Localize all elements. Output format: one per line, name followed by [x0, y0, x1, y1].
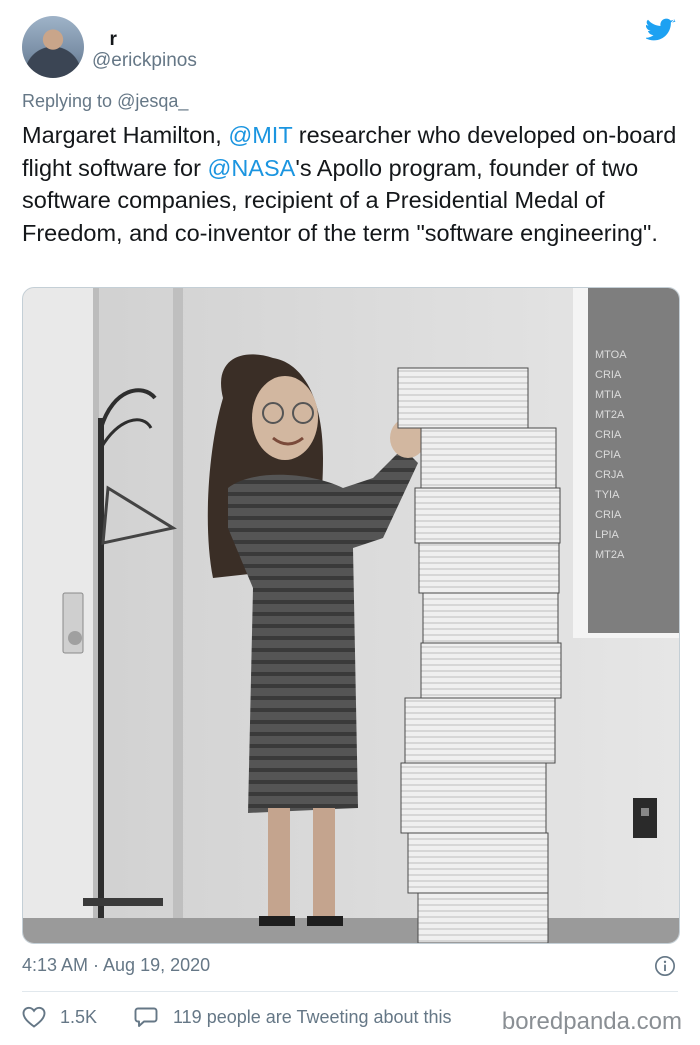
mention-nasa-link[interactable]: @NASA	[207, 154, 296, 181]
tweet-text-part: Margaret Hamilton,	[22, 122, 229, 148]
tweet-text-part: researcher who developed on-board flight…	[22, 122, 677, 181]
board-line: CRIA	[595, 369, 622, 381]
replying-prefix: Replying to	[22, 91, 118, 111]
board-line: CRJA	[595, 469, 624, 481]
board-line: CPIA	[595, 449, 621, 461]
display-name[interactable]: ﾠrﾠﾠﾠ ﾠﾠﾠﾠﾠ	[92, 29, 264, 50]
tweet-header: ﾠrﾠﾠﾠ ﾠﾠﾠﾠﾠ @erickpinos	[22, 14, 678, 80]
like-count: 1.5K	[60, 1007, 98, 1027]
board-line: TYIA	[595, 489, 620, 501]
board-line: CRIA	[595, 509, 622, 521]
tweet-text-part: 's Apollo program, founder of two softwa…	[22, 154, 658, 246]
board-line: MTIA	[595, 389, 622, 401]
user-handle[interactable]: @erickpinos	[92, 50, 197, 71]
tweet-timestamp[interactable]: 4:13 AM · Aug 19, 2020	[22, 955, 211, 975]
tweeting-about-link[interactable]: 119 people are Tweeting about this	[173, 1007, 452, 1027]
avatar[interactable]	[22, 16, 84, 78]
tweet-text: Margaret Hamilton, @MIT researcher who d…	[22, 119, 682, 249]
board-line: LPIA	[595, 529, 620, 541]
heart-icon[interactable]	[22, 1006, 46, 1028]
replying-to: Replying to @jesqa_	[22, 91, 188, 112]
tweet-photo[interactable]: MTOA CRIA MTIA MT2A CRIA CPIA CRJA TYIA CRIA LPIA…	[22, 287, 680, 944]
replying-mention-link[interactable]: @jesqa_	[117, 91, 189, 111]
watermark: boredpanda.com	[499, 1008, 684, 1036]
board-line: CRIA	[595, 429, 622, 441]
comment-bubble-icon[interactable]	[134, 1006, 158, 1028]
board-line: MTOA	[595, 349, 627, 361]
divider	[22, 991, 678, 992]
info-icon[interactable]	[654, 955, 676, 977]
board-line: MT2A	[595, 549, 625, 561]
photo-illustration: MTOA CRIA MTIA MT2A CRIA CPIA CRJA TYIA CRIA LPIA…	[23, 288, 679, 943]
board-line: MT2A	[595, 409, 625, 421]
mention-mit-link[interactable]: @MIT	[228, 122, 293, 148]
twitter-bird-icon[interactable]	[646, 18, 676, 44]
tweet-actions: 1.5K 119 people are Tweeting about this	[22, 1003, 682, 1033]
